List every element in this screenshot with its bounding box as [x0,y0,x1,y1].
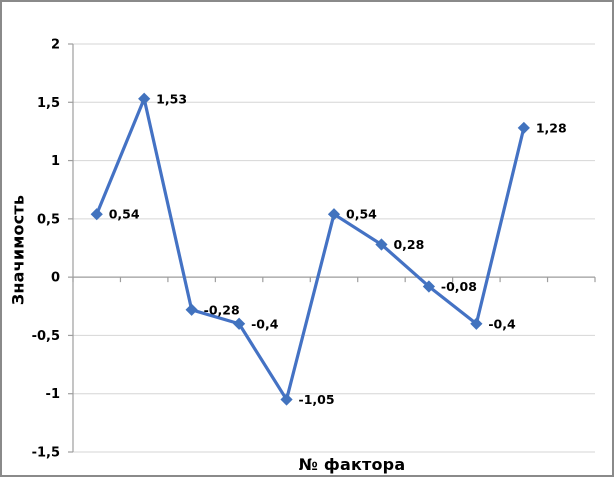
data-point-marker [327,208,341,221]
y-tick-label: 0,5 [37,212,60,227]
y-tick-label: -1,5 [32,446,60,461]
data-point-label: -0,4 [488,316,516,331]
y-tick-label: -1 [46,387,60,402]
data-point-label: -0,4 [251,316,279,331]
data-point-marker [517,121,530,135]
data-point-marker [232,317,246,330]
y-axis-title: Значимость [8,194,28,306]
series-line [95,97,526,402]
data-point-label: 1,53 [156,91,187,106]
data-point-marker [90,208,103,221]
data-point-label: 0,28 [393,237,424,252]
data-point-marker [138,92,151,105]
data-point-label: -1,05 [299,392,335,407]
y-tick-label: 2 [51,38,60,53]
data-point-marker [470,317,483,330]
data-point-label: 1,28 [536,120,567,135]
data-point-label: 0,54 [109,207,140,222]
data-point-marker [375,238,388,251]
y-tick-label: 1,5 [37,96,60,111]
data-point-label: -0,08 [441,279,477,294]
data-point-label: 0,54 [346,207,377,222]
data-point-label: -0,28 [204,302,240,317]
y-tick-label: 0 [51,271,60,286]
data-point-marker [280,393,293,406]
y-tick-label: 1 [51,154,60,169]
x-axis-title: № фактора [298,455,406,474]
y-tick-label: -0,5 [32,329,60,344]
data-point-marker [422,280,436,293]
data-point-marker [185,303,198,316]
